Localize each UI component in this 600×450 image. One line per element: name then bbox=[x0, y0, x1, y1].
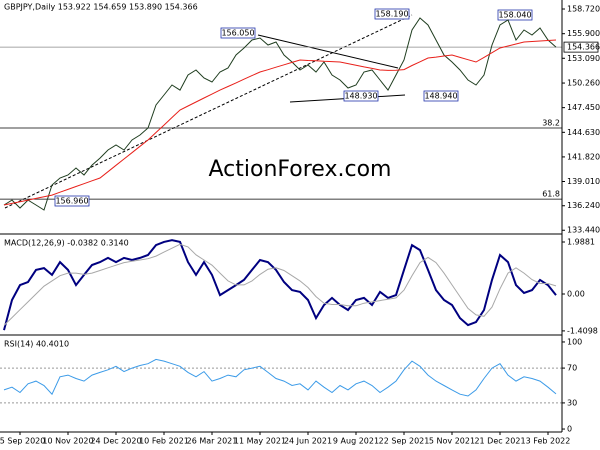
y-tick-label: 0.00 bbox=[567, 290, 585, 299]
annotation: 156.050 bbox=[221, 29, 254, 38]
x-tick-label: 26 Mar 2021 bbox=[187, 437, 238, 446]
last-price-label: 154.366 bbox=[567, 43, 600, 52]
panel-title: GBPJPY,Daily 153.922 154.659 153.890 154… bbox=[4, 3, 198, 12]
y-tick-label: 147.450 bbox=[567, 103, 600, 112]
annotation-box bbox=[374, 8, 410, 20]
y-tick-label: 70 bbox=[567, 364, 577, 373]
series-line bbox=[3, 358, 557, 397]
x-tick-label: 10 Nov 2020 bbox=[42, 437, 93, 446]
y-tick-label: 136.240 bbox=[567, 201, 600, 210]
annotation-box bbox=[220, 27, 256, 39]
y-tick-label: 153.090 bbox=[567, 54, 600, 63]
x-tick-label: 24 Dec 2020 bbox=[90, 437, 141, 446]
annotation: 158.190 bbox=[375, 10, 408, 19]
y-tick-label: 139.010 bbox=[567, 177, 600, 186]
y-tick-label: -1.4098 bbox=[567, 326, 598, 335]
series-line bbox=[3, 243, 557, 326]
y-tick-label: 141.820 bbox=[567, 152, 600, 161]
x-tick-label: 5 Nov 2021 bbox=[429, 437, 475, 446]
last-price-box bbox=[563, 41, 599, 53]
y-tick-label: 155.900 bbox=[567, 29, 600, 38]
panel-title: MACD(12,26,9) -0.0382 0.3140 bbox=[4, 239, 129, 248]
annotation: 148.940 bbox=[424, 92, 457, 101]
annotation-box bbox=[497, 9, 533, 21]
series-line bbox=[3, 239, 557, 331]
y-tick-label: 133.440 bbox=[567, 226, 600, 235]
watermark: ActionForex.com bbox=[209, 157, 392, 182]
annotation: 156.960 bbox=[55, 197, 88, 206]
annotation-box bbox=[423, 90, 459, 102]
series-line bbox=[3, 17, 557, 211]
x-tick-label: 22 Sep 2021 bbox=[379, 437, 430, 446]
x-tick-label: 9 Aug 2021 bbox=[333, 437, 379, 446]
x-tick-label: 25 Sep 2020 bbox=[0, 437, 45, 446]
annotation: 158.040 bbox=[498, 11, 531, 20]
y-tick-label: 1.9881 bbox=[567, 237, 595, 246]
x-tick-label: 11 May 2021 bbox=[234, 437, 286, 446]
y-tick-label: 158.720 bbox=[567, 5, 600, 14]
x-tick-label: 24 Jun 2021 bbox=[284, 437, 332, 446]
panel-title: RSI(14) 40.4010 bbox=[4, 340, 69, 349]
y-tick-label: 0 bbox=[567, 425, 572, 434]
y-tick-label: 150.260 bbox=[567, 79, 600, 88]
y-tick-label: 100 bbox=[567, 337, 582, 346]
x-tick-label: 21 Dec 2021 bbox=[474, 437, 525, 446]
fib-label: 61.8 bbox=[542, 190, 560, 199]
y-tick-label: 144.630 bbox=[567, 128, 600, 137]
annotation-box bbox=[343, 90, 379, 102]
trendline bbox=[257, 34, 399, 69]
x-tick-label: 10 Feb 2021 bbox=[139, 437, 189, 446]
plot-layer: GBPJPY,Daily 153.922 154.659 153.890 154… bbox=[0, 3, 562, 404]
annotation: 148.930 bbox=[344, 92, 377, 101]
x-tick-label: 3 Feb 2022 bbox=[526, 437, 571, 446]
annotation-box bbox=[54, 195, 90, 207]
y-tick-label: 30 bbox=[567, 398, 577, 407]
series-line bbox=[3, 39, 557, 206]
fib-label: 38.2 bbox=[542, 119, 560, 128]
